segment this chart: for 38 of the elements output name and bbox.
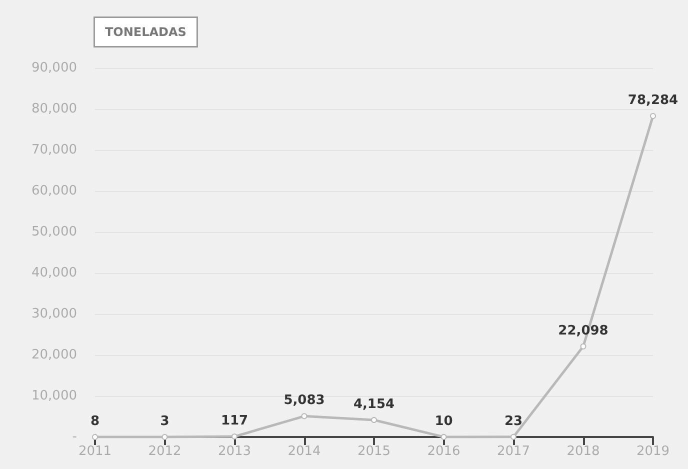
data-label: 23 [504,414,523,429]
x-tick-label: 2014 [288,444,321,459]
y-tick-label: 40,000 [32,266,77,280]
point [301,413,308,420]
data-label: 10 [434,414,453,429]
data-label: 22,098 [558,323,608,338]
y-tick-label: 60,000 [32,184,77,198]
x-tick-label: 2012 [148,444,182,459]
point [232,434,238,440]
x-tick-label: 2016 [427,444,460,459]
y-axis-title: TONELADAS [105,25,186,39]
point [440,434,447,440]
data-label: 3 [160,414,170,429]
point [162,434,168,440]
data-label: 117 [220,414,248,429]
point [510,434,516,440]
x-tick-label: 2018 [566,444,600,459]
x-tick-label: 2015 [357,444,391,459]
x-tick-label: 2017 [496,444,530,459]
data-label: 78,284 [628,93,678,108]
point [371,416,377,423]
point [580,343,586,350]
y-tick-label: - [72,430,78,444]
x-tick-label: 2011 [78,444,112,459]
data-label: 4,154 [353,396,395,412]
data-label: 8 [90,414,100,429]
y-tick-label: 30,000 [32,306,77,322]
y-tick-label: 50,000 [32,224,77,240]
y-tick-label: 20,000 [32,348,77,362]
data-label: 5,083 [284,393,325,408]
point [650,113,656,120]
y-tick-label: 90,000 [32,60,77,76]
point [92,434,98,440]
y-tick-label: 80,000 [32,102,77,116]
x-tick-label: 2019 [636,444,670,459]
y-tick-label: 70,000 [32,142,77,158]
x-tick-label: 2013 [218,444,252,459]
y-tick-label: 10,000 [32,388,77,404]
